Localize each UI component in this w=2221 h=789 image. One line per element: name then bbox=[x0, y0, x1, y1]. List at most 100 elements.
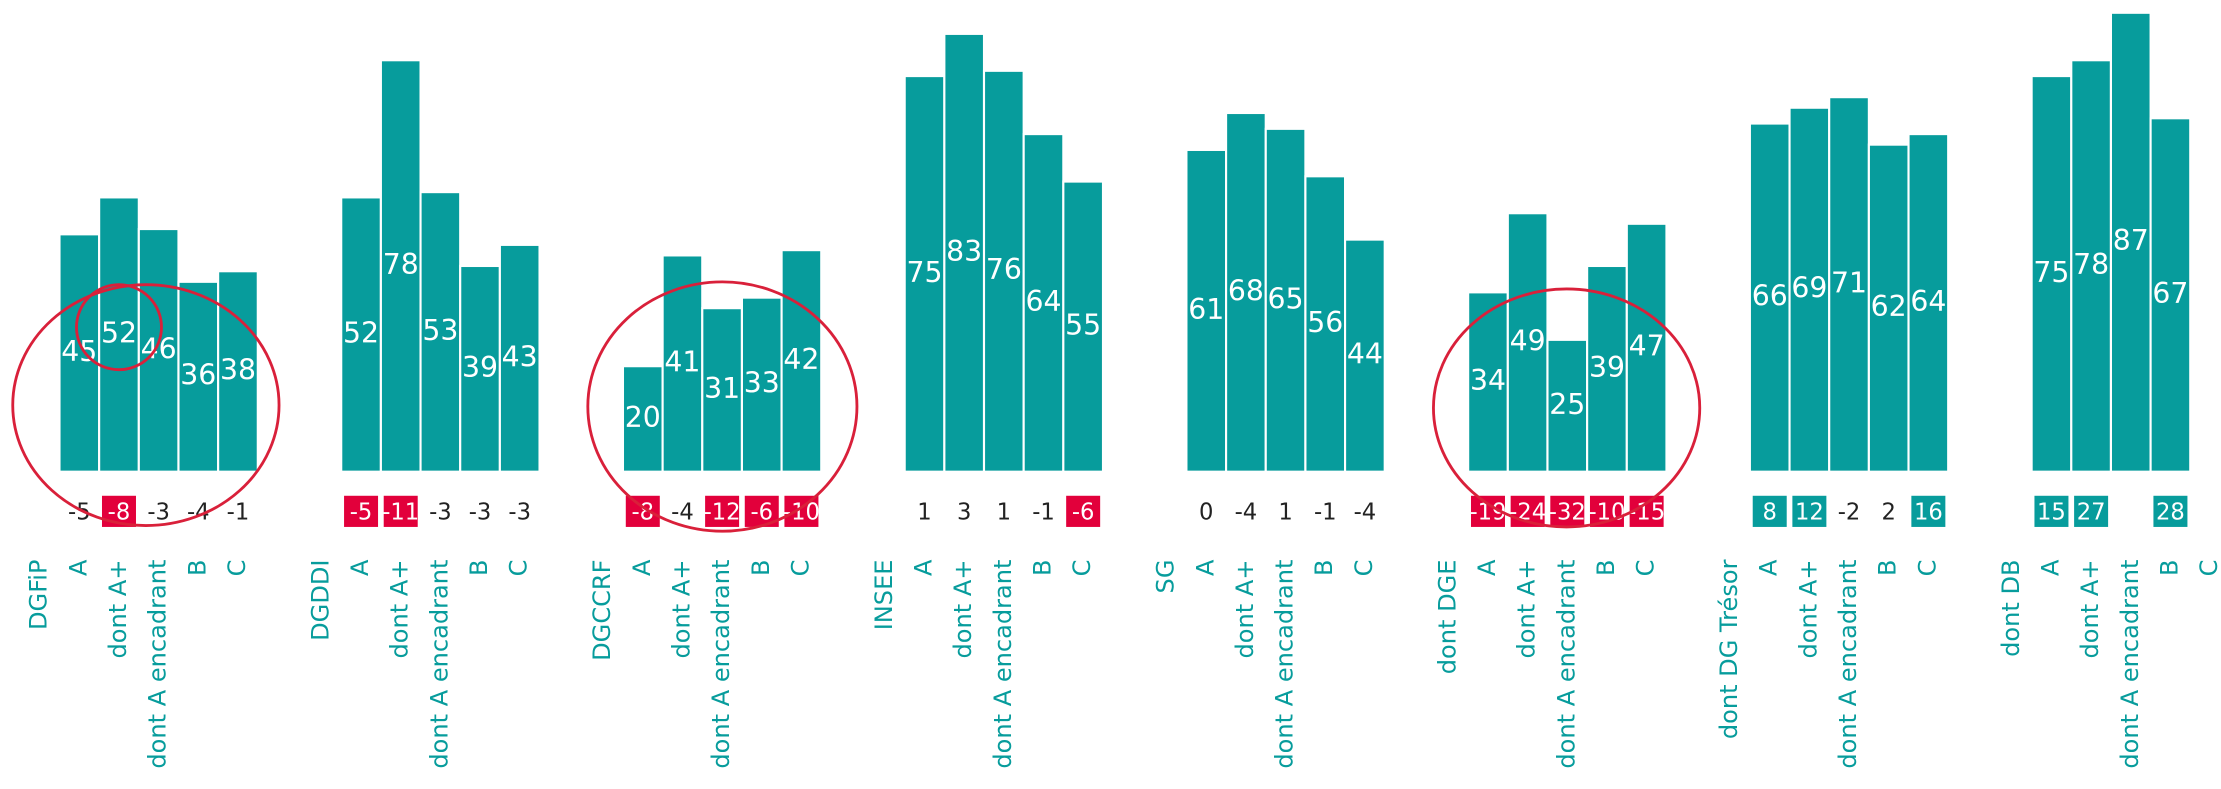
diff-box bbox=[784, 495, 819, 527]
diff-label: 16 bbox=[1914, 499, 1943, 525]
category-label: dont A+ bbox=[1513, 560, 1541, 659]
category-label: C bbox=[223, 560, 251, 577]
value-label: 39 bbox=[1589, 351, 1625, 384]
category-label: A bbox=[2036, 559, 2064, 576]
highlight-circle bbox=[11, 283, 281, 527]
value-label: 20 bbox=[625, 401, 661, 434]
diff-box bbox=[2034, 495, 2069, 527]
highlight-circle bbox=[586, 280, 859, 533]
diff-label: -2 bbox=[1838, 499, 1861, 525]
diff-label: -6 bbox=[750, 499, 773, 525]
bar bbox=[1264, 127, 1307, 473]
diff-box bbox=[1752, 495, 1787, 527]
value-label: 64 bbox=[1025, 285, 1061, 318]
bar bbox=[1304, 175, 1347, 473]
bar bbox=[1907, 133, 1950, 473]
group-label: DGCCRF bbox=[588, 560, 616, 661]
bar bbox=[740, 296, 783, 473]
bar bbox=[2030, 75, 2073, 473]
diff-label: -10 bbox=[783, 499, 820, 525]
value-label: 49 bbox=[1510, 324, 1546, 357]
value-label: 34 bbox=[1470, 364, 1506, 397]
diff-label: 0 bbox=[1199, 499, 1213, 525]
value-label: 42 bbox=[783, 343, 819, 376]
diff-label: -3 bbox=[429, 499, 452, 525]
diff-label: 27 bbox=[2077, 499, 2106, 525]
value-label: 75 bbox=[2033, 256, 2069, 289]
bar bbox=[1225, 111, 1267, 473]
group-label: dont DGE bbox=[1433, 560, 1461, 675]
bar bbox=[943, 32, 986, 473]
bar bbox=[419, 191, 462, 473]
value-label: 52 bbox=[101, 317, 137, 350]
highlight-circle bbox=[75, 283, 163, 372]
value-label: 66 bbox=[1752, 280, 1788, 313]
diff-box bbox=[705, 495, 740, 527]
value-label: 56 bbox=[1307, 306, 1343, 339]
value-label: 83 bbox=[946, 235, 982, 268]
category-label: dont A+ bbox=[104, 560, 132, 659]
diff-label: 28 bbox=[2156, 499, 2185, 525]
diff-label: -12 bbox=[704, 499, 741, 525]
bar bbox=[780, 249, 823, 473]
category-label: dont A encadrant bbox=[989, 560, 1017, 769]
category-label: dont A encadrant bbox=[2116, 560, 2144, 769]
diff-label: -1 bbox=[1032, 499, 1055, 525]
category-label: B bbox=[2155, 560, 2183, 577]
group-label: dont DG Trésor bbox=[1715, 559, 1743, 739]
category-label: B bbox=[1592, 560, 1620, 577]
value-label: 25 bbox=[1549, 388, 1585, 421]
value-label: 65 bbox=[1268, 282, 1304, 315]
diff-label: -4 bbox=[1235, 499, 1258, 525]
bar bbox=[2070, 59, 2113, 473]
category-label: dont A encadrant bbox=[1271, 560, 1299, 769]
bar bbox=[1867, 143, 1910, 473]
diff-box bbox=[1066, 495, 1101, 527]
diff-label: -4 bbox=[671, 499, 694, 525]
value-label: 61 bbox=[1188, 293, 1224, 326]
value-label: 33 bbox=[744, 367, 780, 400]
category-label: B bbox=[465, 560, 493, 577]
group-label: DGFiP bbox=[25, 560, 53, 630]
diff-box bbox=[1911, 495, 1946, 527]
category-label: A bbox=[910, 559, 938, 576]
diff-label: -32 bbox=[1549, 499, 1586, 525]
diff-label: 1 bbox=[1278, 499, 1292, 525]
value-label: 38 bbox=[220, 353, 256, 386]
value-label: 68 bbox=[1228, 274, 1264, 307]
diff-label: -3 bbox=[469, 499, 492, 525]
diff-label: 8 bbox=[1763, 499, 1777, 525]
bar bbox=[621, 365, 664, 473]
value-label: 31 bbox=[704, 372, 740, 405]
category-label: B bbox=[1029, 560, 1057, 577]
category-label: B bbox=[1310, 560, 1338, 577]
category-label: dont A encadrant bbox=[1834, 560, 1862, 769]
value-label: 52 bbox=[343, 317, 379, 350]
bar bbox=[498, 243, 541, 473]
category-label: A bbox=[628, 559, 656, 576]
category-label: dont A+ bbox=[1231, 560, 1259, 659]
category-label: dont A+ bbox=[949, 560, 977, 659]
value-label: 36 bbox=[180, 359, 216, 392]
category-label: dont A+ bbox=[2076, 560, 2104, 659]
bar bbox=[1625, 222, 1668, 473]
category-label: dont A+ bbox=[386, 560, 414, 659]
group-label: dont DB bbox=[1997, 560, 2025, 657]
category-label: C bbox=[505, 560, 533, 577]
value-label: 64 bbox=[1910, 285, 1946, 318]
category-label: A bbox=[1755, 559, 1783, 576]
category-label: B bbox=[1874, 560, 1902, 577]
diff-label: 15 bbox=[2037, 499, 2066, 525]
bar bbox=[1062, 180, 1105, 473]
value-label: 47 bbox=[1629, 330, 1665, 363]
value-label: 43 bbox=[502, 340, 538, 373]
category-label: dont A+ bbox=[1794, 560, 1822, 659]
value-label: 44 bbox=[1347, 338, 1383, 371]
category-label: C bbox=[786, 560, 814, 577]
bar bbox=[1344, 238, 1386, 473]
diff-box bbox=[344, 495, 379, 527]
value-label: 41 bbox=[664, 346, 700, 379]
bar bbox=[1022, 133, 1065, 473]
category-label: C bbox=[1632, 560, 1660, 577]
